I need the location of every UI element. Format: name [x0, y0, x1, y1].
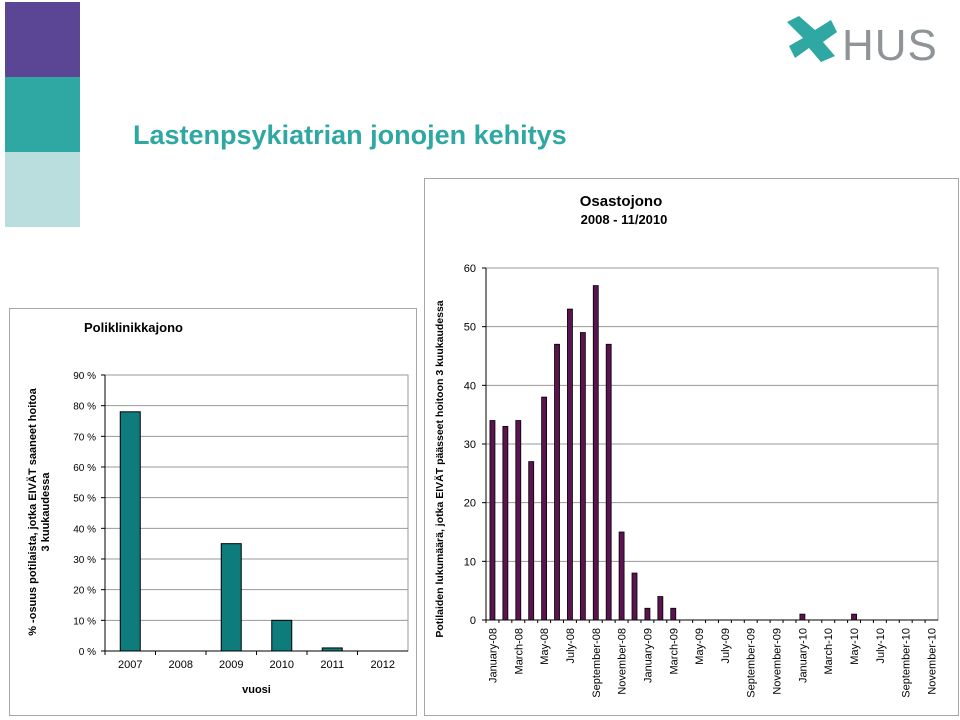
bar-January-10 — [799, 613, 806, 621]
x-tick-label: May-10 — [849, 628, 861, 665]
x-tick-label: 2008 — [169, 659, 193, 671]
chart-title: Osastojono — [580, 193, 663, 210]
y-tick-label: 40 — [464, 380, 476, 392]
bar-June-08 — [554, 343, 560, 621]
x-tick-label: January-09 — [642, 628, 654, 683]
y-tick-label: 20 — [464, 498, 476, 510]
y-axis-label-text: Potilaiden lukumäärä, jotka EIVÄT päässe… — [433, 300, 446, 637]
header-band-teal — [5, 77, 80, 152]
bar-February-08 — [502, 425, 509, 621]
y-axis-label-line-1: % -osuus potilaista, jotka EIVÄT saaneet… — [26, 387, 39, 635]
bar-2010 — [271, 619, 293, 652]
y-tick-label: 70 % — [73, 432, 96, 443]
x-tick-label: January-10 — [797, 628, 809, 683]
chart-subtitle: 2008 - 11/2010 — [581, 212, 668, 227]
x-tick-label: September-08 — [591, 628, 603, 698]
y-tick-label: 50 % — [73, 494, 96, 505]
x-tick-label: November-08 — [617, 628, 629, 695]
y-tick-label: 90 % — [73, 371, 96, 382]
bar-December-08 — [631, 572, 638, 621]
y-tick-label: 30 — [464, 439, 476, 451]
x-tick-label: March-09 — [668, 628, 680, 674]
y-tick-label: 20 % — [73, 586, 96, 597]
x-tick-label: September-10 — [901, 628, 913, 698]
y-tick-label: 10 % — [73, 616, 96, 627]
bar-October-08 — [605, 343, 612, 621]
osastojono-chart: Osastojono 2008 - 11/2010 0 10 20 30 40 50 60 Jan… — [433, 193, 939, 698]
bar-September-08 — [592, 285, 599, 621]
bar-November-08 — [618, 531, 625, 621]
x-tick-label: November-09 — [772, 628, 784, 695]
y-axis-label: Potilaiden lukumäärä, jotka EIVÄT päässe… — [433, 300, 446, 637]
y-tick-label: 10 — [464, 556, 476, 568]
x-tick-label: May-08 — [539, 628, 551, 665]
poliklinikkajono-chart-panel: Poliklinikkajono 0 % 10 % 20 % 30 % 40 % 50 % 6… — [9, 308, 417, 716]
x-tick-label: July-08 — [565, 628, 577, 663]
hus-logo-icon — [787, 16, 837, 62]
y-tick-label: 40 % — [73, 524, 96, 535]
x-tick-label: March-08 — [513, 628, 525, 674]
y-tick-label: 60 — [464, 263, 476, 275]
bar-February-09 — [657, 596, 664, 621]
page-title: Lastenpsykiatrian jonojen kehitys — [133, 120, 567, 150]
plot-area — [104, 374, 409, 652]
x-tick-label: July-09 — [720, 628, 732, 663]
bar-January-09 — [644, 607, 651, 621]
y-tick-label: 30 % — [73, 555, 96, 566]
y-tick-label: 50 — [464, 322, 476, 334]
x-tick-label: January-08 — [487, 628, 499, 683]
bar-July-08 — [567, 308, 573, 621]
bar-March-09 — [670, 607, 677, 621]
x-tick-label: May-09 — [694, 628, 706, 665]
osastojono-chart-panel: Osastojono 2008 - 11/2010 0 10 20 30 40 50 60 Jan… — [424, 178, 959, 716]
x-tick-label: 2012 — [371, 659, 395, 671]
bar-August-08 — [579, 332, 586, 621]
chart-title: Poliklinikkajono — [84, 320, 183, 335]
bar-2011 — [321, 647, 343, 652]
x-tick-label: November-10 — [927, 628, 939, 695]
x-axis-label: vuosi — [242, 684, 271, 696]
header-band-light — [5, 152, 80, 227]
x-tick-label: 2011 — [320, 659, 344, 671]
bar-March-08 — [515, 420, 522, 621]
y-axis-label-line-2: 3 kuukaudessa — [40, 472, 52, 552]
x-tick-label: 2010 — [270, 659, 294, 671]
y-tick-label: 60 % — [73, 463, 96, 474]
bar-April-08 — [528, 461, 535, 621]
x-tick-label: 2007 — [118, 659, 142, 671]
y-axis-label: % -osuus potilaista, jotka EIVÄT saaneet… — [26, 387, 52, 635]
x-tick-label: July-10 — [875, 628, 887, 663]
bar-2007 — [119, 411, 141, 652]
bar-January-08 — [489, 420, 496, 621]
hus-logo-text: HUS — [842, 21, 938, 70]
y-tick-label: 0 — [470, 615, 476, 627]
y-tick-label: 80 % — [73, 402, 96, 413]
x-tick-label: March-10 — [823, 628, 835, 674]
poliklinikkajono-chart: Poliklinikkajono 0 % 10 % 20 % 30 % 40 % 50 % 6… — [26, 320, 409, 696]
x-tick-label: 2009 — [219, 659, 243, 671]
header-band-purple — [5, 2, 80, 77]
bar-2009 — [220, 543, 242, 652]
x-tick-label: September-09 — [746, 628, 758, 698]
bar-May-10 — [851, 613, 857, 621]
y-tick-label: 0 % — [79, 647, 96, 658]
bar-May-08 — [541, 396, 548, 621]
